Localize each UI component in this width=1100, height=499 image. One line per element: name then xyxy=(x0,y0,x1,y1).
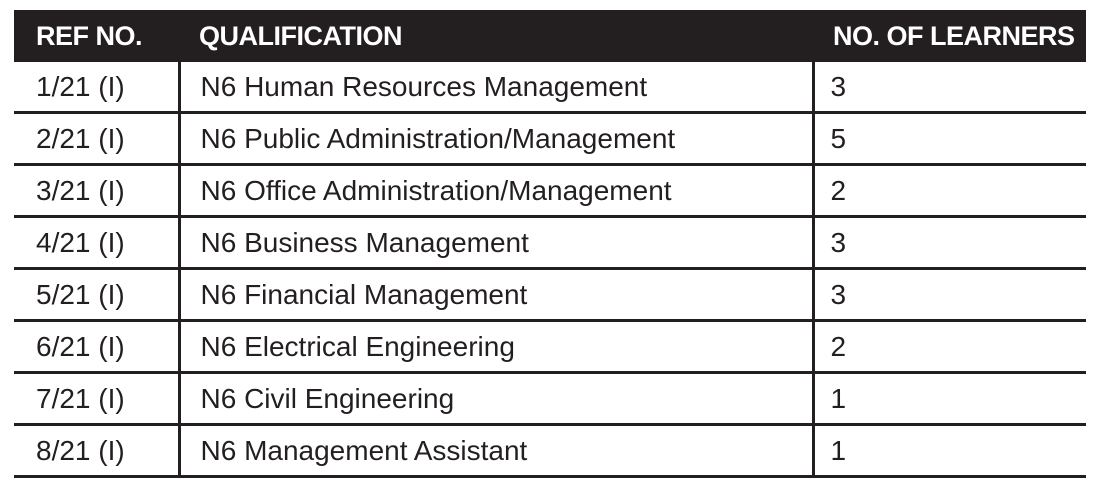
learners-cell: 3 xyxy=(813,62,1086,114)
ref-cell: 8/21 (I) xyxy=(14,424,181,478)
table-row: 1/21 (I) N6 Human Resources Management 3 xyxy=(14,62,1086,114)
learners-cell: 3 xyxy=(813,268,1086,322)
qualification-cell: N6 Electrical Engineering xyxy=(179,320,815,374)
qualification-cell: N6 Office Administration/Management xyxy=(179,164,815,218)
ref-cell: 6/21 (I) xyxy=(14,320,181,374)
learners-cell: 2 xyxy=(813,164,1086,218)
table-row: 6/21 (I) N6 Electrical Engineering 2 xyxy=(14,320,1086,374)
header-row: REF NO. QUALIFICATION NO. OF LEARNERS xyxy=(14,10,1086,62)
table-row: 8/21 (I) N6 Management Assistant 1 xyxy=(14,424,1086,478)
table-row: 2/21 (I) N6 Public Administration/Managem… xyxy=(14,112,1086,166)
learners-cell: 2 xyxy=(813,320,1086,374)
ref-cell: 4/21 (I) xyxy=(14,216,181,270)
ref-cell: 1/21 (I) xyxy=(14,62,181,114)
learners-cell: 5 xyxy=(813,112,1086,166)
learners-cell: 3 xyxy=(813,216,1086,270)
ref-cell: 7/21 (I) xyxy=(14,372,181,426)
table-row: 7/21 (I) N6 Civil Engineering 1 xyxy=(14,372,1086,426)
qualification-cell: N6 Civil Engineering xyxy=(179,372,815,426)
ref-cell: 2/21 (I) xyxy=(14,112,181,166)
learners-cell: 1 xyxy=(813,424,1086,478)
qualification-cell: N6 Human Resources Management xyxy=(179,62,815,114)
table-row: 3/21 (I) N6 Office Administration/Managem… xyxy=(14,164,1086,218)
header-qualification: QUALIFICATION xyxy=(179,10,813,62)
header-ref-no: REF NO. xyxy=(14,10,179,62)
ref-cell: 5/21 (I) xyxy=(14,268,181,322)
qualification-cell: N6 Public Administration/Management xyxy=(179,112,815,166)
document-page: REF NO. QUALIFICATION NO. OF LEARNERS 1/… xyxy=(0,10,1100,499)
qualification-cell: N6 Management Assistant xyxy=(179,424,815,478)
ref-cell: 3/21 (I) xyxy=(14,164,181,218)
header-no-of-learners: NO. OF LEARNERS xyxy=(813,10,1086,62)
learners-cell: 1 xyxy=(813,372,1086,426)
table-body: 1/21 (I) N6 Human Resources Management 3 2/… xyxy=(14,62,1086,478)
table-row: 5/21 (I) N6 Financial Management 3 xyxy=(14,268,1086,322)
qualification-cell: N6 Business Management xyxy=(179,216,815,270)
qualifications-table: REF NO. QUALIFICATION NO. OF LEARNERS 1/… xyxy=(14,10,1086,478)
qualification-cell: N6 Financial Management xyxy=(179,268,815,322)
table-row: 4/21 (I) N6 Business Management 3 xyxy=(14,216,1086,270)
